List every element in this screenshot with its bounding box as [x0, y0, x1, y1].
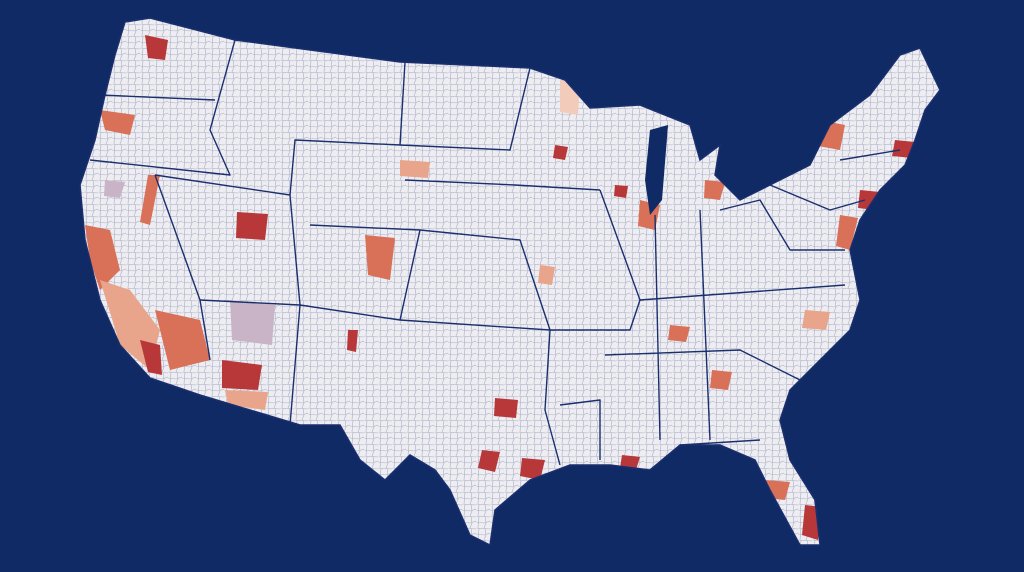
state-border [399, 67, 531, 151]
county [668, 325, 690, 342]
state-border [559, 399, 761, 460]
state-border [719, 199, 845, 251]
lake-michigan [645, 125, 668, 215]
county [614, 185, 628, 198]
state-border [599, 189, 801, 441]
state-border [550, 284, 846, 331]
county [222, 360, 262, 390]
county [538, 265, 555, 285]
state-border [99, 94, 216, 101]
state-border [289, 304, 301, 426]
county [155, 310, 210, 370]
highlighted-counties [85, 35, 915, 540]
state-border [154, 174, 301, 306]
county [365, 235, 395, 280]
state-border [89, 39, 236, 176]
county [236, 212, 268, 240]
county [400, 160, 430, 178]
county [100, 110, 135, 135]
state-border [299, 224, 421, 321]
county [553, 145, 568, 160]
county [104, 180, 125, 198]
county [140, 175, 160, 225]
county [710, 370, 732, 390]
county [230, 300, 275, 345]
county [520, 458, 545, 480]
state-border [769, 149, 901, 211]
state-borders [89, 39, 901, 466]
county [478, 450, 500, 472]
state-border [404, 179, 601, 191]
county [704, 180, 725, 200]
county [140, 340, 162, 375]
state-border [399, 319, 561, 466]
county [85, 225, 120, 290]
county [145, 35, 168, 60]
county [347, 330, 358, 352]
state-border [419, 229, 551, 331]
county [494, 398, 518, 418]
county [802, 310, 830, 330]
county [836, 215, 858, 250]
state-border [289, 61, 406, 196]
